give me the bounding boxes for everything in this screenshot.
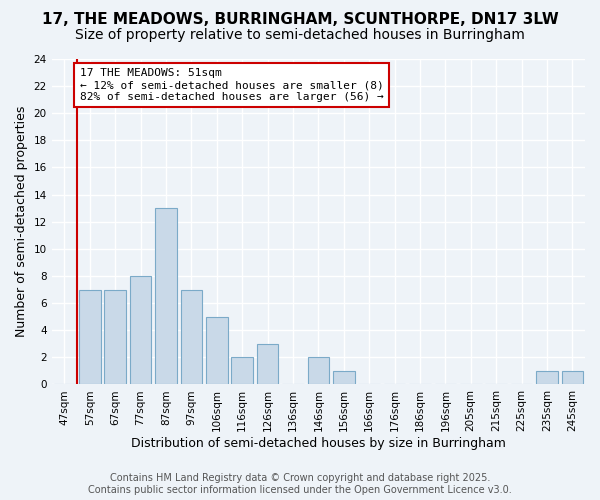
- Bar: [257, 344, 278, 385]
- Bar: [181, 290, 202, 384]
- Bar: [155, 208, 177, 384]
- Text: Size of property relative to semi-detached houses in Burringham: Size of property relative to semi-detach…: [75, 28, 525, 42]
- X-axis label: Distribution of semi-detached houses by size in Burringham: Distribution of semi-detached houses by …: [131, 437, 506, 450]
- Bar: [104, 290, 126, 384]
- Bar: [333, 371, 355, 384]
- Bar: [232, 358, 253, 384]
- Y-axis label: Number of semi-detached properties: Number of semi-detached properties: [15, 106, 28, 338]
- Bar: [79, 290, 101, 384]
- Bar: [206, 316, 227, 384]
- Bar: [562, 371, 583, 384]
- Bar: [130, 276, 151, 384]
- Bar: [308, 358, 329, 384]
- Bar: [536, 371, 557, 384]
- Text: 17, THE MEADOWS, BURRINGHAM, SCUNTHORPE, DN17 3LW: 17, THE MEADOWS, BURRINGHAM, SCUNTHORPE,…: [41, 12, 559, 28]
- Text: 17 THE MEADOWS: 51sqm
← 12% of semi-detached houses are smaller (8)
82% of semi-: 17 THE MEADOWS: 51sqm ← 12% of semi-deta…: [80, 68, 383, 102]
- Text: Contains HM Land Registry data © Crown copyright and database right 2025.
Contai: Contains HM Land Registry data © Crown c…: [88, 474, 512, 495]
